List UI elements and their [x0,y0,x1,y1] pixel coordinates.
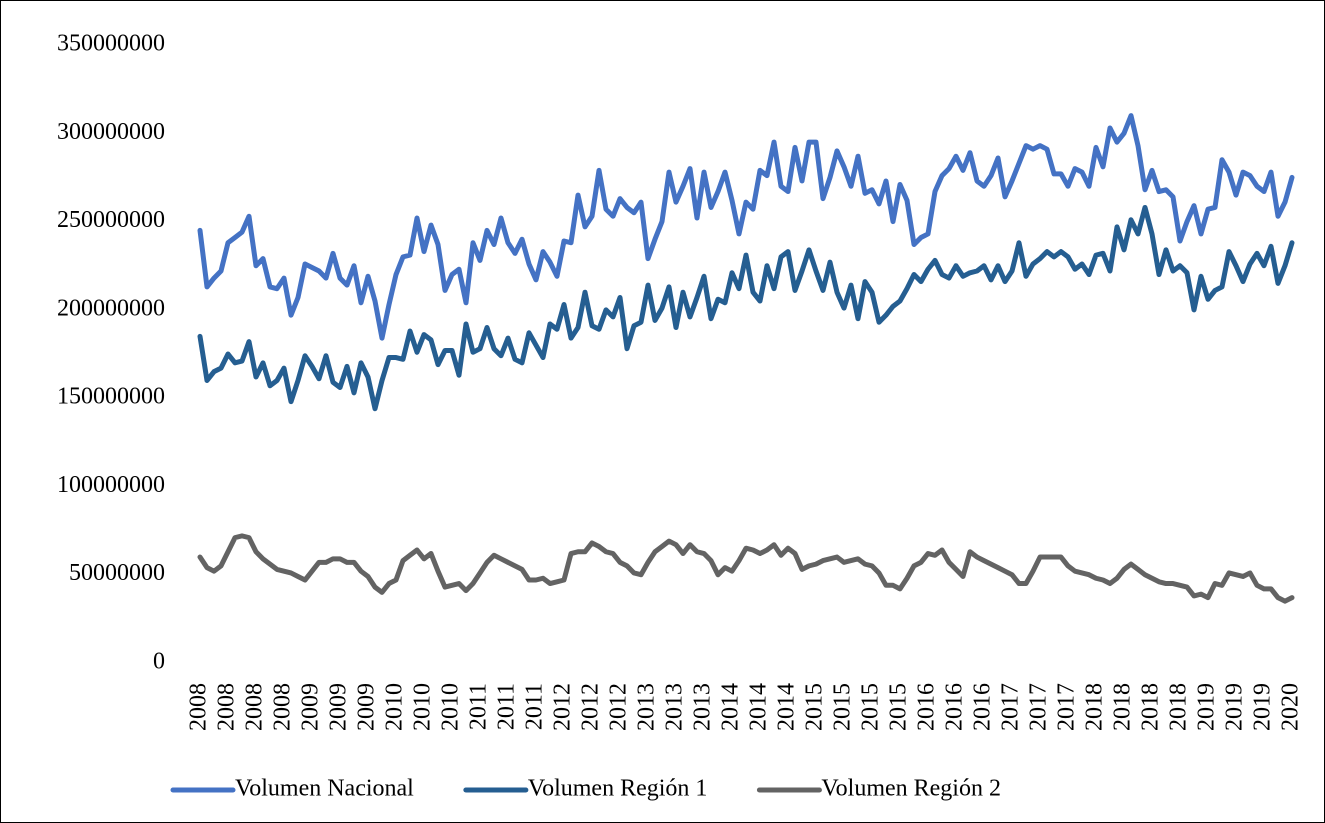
x-tick-label: 2008 [186,683,212,731]
legend-label: Volumen Región 2 [821,776,1001,802]
x-tick-label: 2008 [214,683,240,731]
x-tick-label: 2018 [1082,683,1108,731]
x-tick-label: 2008 [270,683,296,731]
x-tick-label: 2017 [1026,683,1052,731]
x-tick-label: 2010 [382,683,408,731]
x-tick-label: 2012 [550,683,576,731]
legend-label: Volumen Región 1 [528,776,708,802]
y-tick-label: 0 [153,649,165,675]
x-tick-label: 2013 [690,683,716,731]
x-tick-label: 2009 [354,683,380,731]
x-tick-label: 2011 [494,683,520,730]
x-tick-label: 2014 [718,683,744,731]
x-tick-label: 2019 [1250,683,1276,731]
y-tick-label: 250000000 [57,207,165,233]
x-tick-label: 2014 [746,683,772,731]
x-tick-label: 2016 [970,683,996,731]
x-tick-label: 2010 [410,683,436,731]
x-tick-label: 2016 [914,683,940,731]
x-tick-label: 2018 [1110,683,1136,731]
x-tick-label: 2015 [886,683,912,731]
series-line [197,204,1295,412]
x-tick-label: 2013 [634,683,660,731]
x-tick-label: 2010 [438,683,464,731]
x-tick-label: 2017 [1054,683,1080,731]
series-line [197,113,1295,341]
y-tick-label: 350000000 [57,31,165,57]
x-tick-label: 2018 [1166,683,1192,731]
x-tick-label: 2015 [802,683,828,731]
x-tick-label: 2008 [242,683,268,731]
series-line [197,533,1295,604]
x-tick-label: 2011 [522,683,548,730]
y-tick-label: 150000000 [57,384,165,410]
x-tick-label: 2019 [1222,683,1248,731]
x-tick-label: 2009 [326,683,352,731]
x-tick-label: 2012 [606,683,632,731]
x-tick-label: 2017 [998,683,1024,731]
x-tick-label: 2019 [1194,683,1220,731]
y-tick-label: 100000000 [57,472,165,498]
y-tick-label: 200000000 [57,295,165,321]
x-tick-label: 2016 [942,683,968,731]
x-tick-label: 2013 [662,683,688,731]
x-tick-label: 2009 [298,683,324,731]
labels-layer: 0 50000000 100000000 150000000 200000000 2500… [57,31,1304,802]
x-tick-label: 2018 [1138,683,1164,731]
x-tick-label: 2015 [830,683,856,731]
lines-layer [197,113,1295,604]
x-tick-label: 2012 [578,683,604,731]
x-tick-label: 2015 [858,683,884,731]
y-tick-label: 50000000 [69,560,165,586]
y-tick-label: 300000000 [57,119,165,145]
x-tick-label: 2011 [466,683,492,730]
x-tick-label: 2014 [774,683,800,731]
legend-label: Volumen Nacional [235,776,414,802]
x-tick-label: 2020 [1278,683,1304,731]
